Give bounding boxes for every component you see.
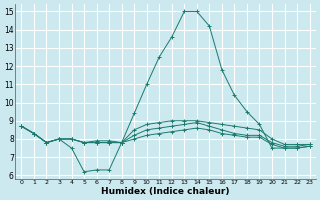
X-axis label: Humidex (Indice chaleur): Humidex (Indice chaleur)	[101, 187, 230, 196]
